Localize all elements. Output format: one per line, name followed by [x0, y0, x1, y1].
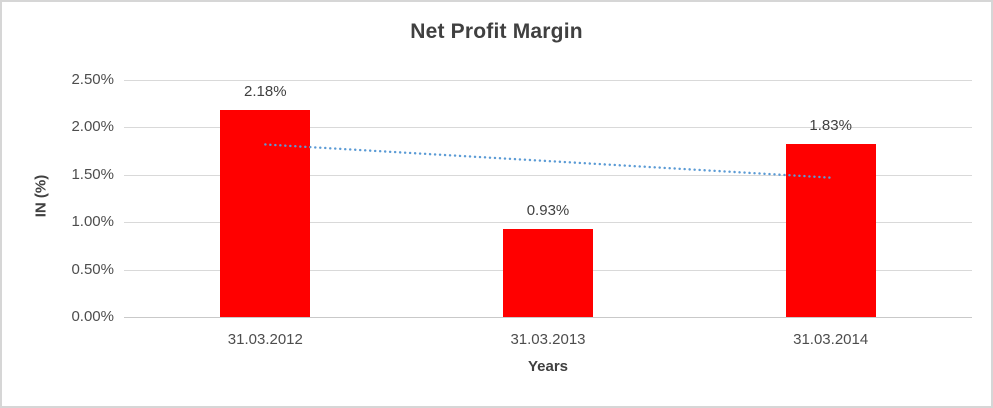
chart-title: Net Profit Margin	[410, 20, 583, 43]
y-tick-label: 0.50%	[71, 260, 114, 278]
gridline	[124, 127, 972, 129]
y-tick-label: 2.50%	[71, 71, 114, 88]
x-axis-line	[124, 317, 972, 318]
data-label: 1.83%	[809, 116, 852, 134]
y-tick-label: 2.00%	[71, 118, 114, 136]
y-tick-label: 1.00%	[71, 213, 114, 231]
x-tick-label: 31.03.2013	[510, 331, 586, 348]
data-label: 0.93%	[526, 201, 570, 219]
data-label: 2.18%	[244, 83, 287, 101]
y-tick-label: 1.50%	[71, 165, 114, 183]
gridline	[124, 80, 972, 81]
x-tick-label: 31.03.2014	[793, 331, 869, 348]
gridline	[124, 222, 972, 224]
bar-31.03.2013	[503, 228, 593, 317]
bar-31.03.2014	[785, 143, 876, 317]
bar-31.03.2012	[220, 110, 311, 317]
x-tick-label: 31.03.2012	[227, 331, 303, 348]
x-axis-title: Years	[527, 358, 569, 375]
y-tick-label: 0.00%	[71, 308, 114, 325]
